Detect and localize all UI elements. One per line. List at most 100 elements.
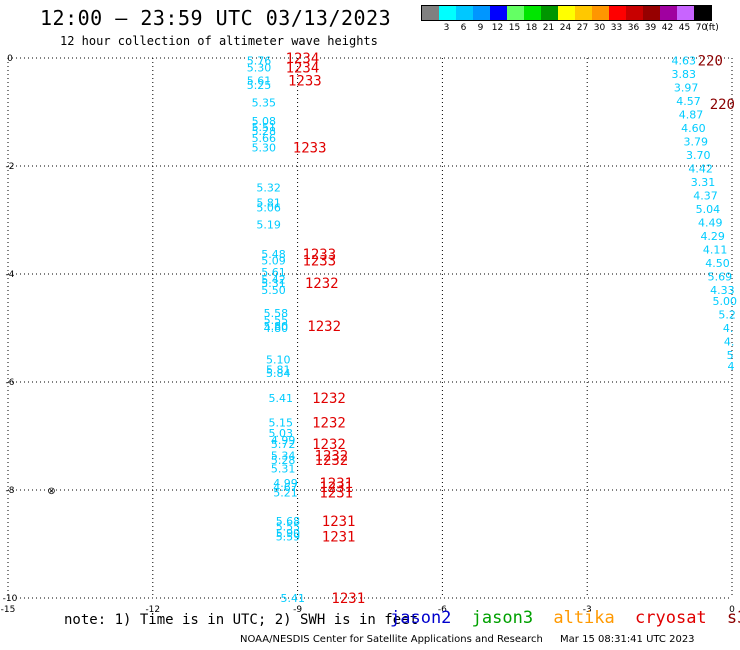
- time-label: 1232: [315, 453, 349, 469]
- legend-label: 24: [559, 23, 572, 33]
- swh-label: 5.55: [264, 314, 289, 327]
- swh-label: 5.04: [696, 203, 721, 216]
- swh-label: 5.28: [252, 125, 277, 138]
- legend-unit-label: (ft): [705, 23, 719, 33]
- swh-label: 5.15: [268, 417, 293, 430]
- time-label: 1231: [319, 476, 353, 492]
- swh-label: 5.90: [276, 527, 301, 540]
- swh-label: 3.70: [686, 149, 711, 162]
- swh-label: 5.55: [276, 521, 301, 534]
- legend-swatch: [660, 6, 677, 20]
- swh-label: 5.09: [261, 255, 286, 268]
- swh-label: 5.41: [268, 392, 293, 405]
- time-label: 1233: [302, 247, 336, 263]
- y-tick-label: -4: [6, 270, 15, 280]
- legend-label: 39: [644, 23, 657, 33]
- legend-swatch: [422, 6, 439, 20]
- swh-label: 5.50: [261, 284, 286, 297]
- legend-label: 3: [443, 23, 450, 33]
- swh-label: 4.: [723, 322, 734, 335]
- swh-label: 5.84: [266, 367, 291, 380]
- swh-label: 5.48: [261, 248, 286, 261]
- mission-cryosat: cryosat: [635, 608, 707, 628]
- time-label: 1232: [312, 391, 346, 407]
- swh-label: 5.30: [252, 142, 277, 155]
- time-label: 1233: [288, 74, 322, 90]
- swh-label: 3.97: [674, 82, 699, 95]
- x-tick-label: -6: [438, 605, 447, 615]
- legend-swatch: [524, 6, 541, 20]
- swh-label: 4.33: [710, 284, 735, 297]
- legend-label: 70: [695, 23, 708, 33]
- time-label: 1231: [331, 591, 365, 607]
- legend-swatch: [558, 6, 575, 20]
- swh-label: 4.: [724, 336, 735, 349]
- time-label: 1234: [286, 61, 320, 77]
- footer: NOAA/NESDIS Center for Satellite Applica…: [240, 634, 695, 645]
- time-label: 220: [710, 97, 735, 113]
- legend-swatch: [456, 6, 473, 20]
- time-label: 220: [698, 54, 723, 70]
- legend-labels: 3 6 9 12 15 18 21 24 27 30 33 36 39 42 45 70 (ft): [421, 23, 719, 35]
- swh-label: 5.61: [247, 75, 272, 88]
- swh-label: 4.11: [703, 244, 728, 257]
- legend-label: 6: [460, 23, 467, 33]
- time-label: 1232: [305, 276, 339, 292]
- swh-label: 4.42: [688, 163, 713, 176]
- swh-label: 5.10: [266, 353, 291, 366]
- legend-label: 30: [593, 23, 606, 33]
- swh-label: 4.80: [264, 322, 289, 335]
- swh-label: 5.76: [247, 55, 272, 68]
- legend-label: 18: [525, 23, 538, 33]
- swh-label: 4.49: [698, 217, 723, 230]
- mission-s3a: s3a: [726, 608, 740, 628]
- legend-swatch: [592, 6, 609, 20]
- mission-jason3: jason3: [471, 608, 534, 628]
- swh-label: 5.19: [256, 218, 281, 231]
- legend-label: 36: [627, 23, 640, 33]
- legend-swatch: [473, 6, 490, 20]
- time-label: 1231: [319, 486, 353, 502]
- mission-legend: jason2 jason3 altika cryosat s3a: [390, 608, 740, 628]
- legend-swatch: [677, 6, 694, 20]
- legend-swatch: [439, 6, 456, 20]
- mission-altika: altika: [553, 608, 615, 628]
- legend-swatch: [609, 6, 626, 20]
- legend-swatches: [421, 5, 712, 21]
- swh-label: 5.35: [252, 96, 277, 109]
- legend-swatch: [575, 6, 592, 20]
- swh-label: 5.21: [273, 487, 298, 500]
- swh-label: 5.81: [266, 364, 291, 377]
- swh-label: 5.31: [261, 277, 286, 290]
- legend-swatch: [541, 6, 558, 20]
- x-tick-label: 0: [729, 605, 735, 615]
- swh-label: 5.61: [261, 266, 286, 279]
- x-tick-label: -3: [583, 605, 592, 615]
- swh-label: 5.42: [261, 273, 286, 286]
- time-label: 1231: [319, 480, 353, 496]
- swh-label: 5.06: [256, 202, 281, 215]
- swh-label: 5.34: [271, 449, 296, 462]
- footer-org: NOAA/NESDIS Center for Satellite Applica…: [240, 634, 543, 645]
- legend-label: 27: [576, 23, 589, 33]
- y-tick-label: -10: [3, 594, 18, 604]
- legend-swatch: [626, 6, 643, 20]
- time-label: 1233: [302, 254, 336, 270]
- swh-label: 4.63: [671, 55, 696, 68]
- time-label: 1231: [322, 529, 356, 545]
- swh-label: 5.80: [264, 320, 289, 333]
- swh-label: 3.31: [691, 176, 716, 189]
- legend-label: 15: [508, 23, 521, 33]
- swh-label: 4: [728, 360, 735, 373]
- swh-label: 5.59: [276, 530, 301, 543]
- legend-label: 12: [491, 23, 504, 33]
- swh-label: 5.51: [252, 121, 277, 134]
- swh-label: 5.30: [247, 62, 272, 75]
- swh-label: 5.25: [247, 79, 272, 92]
- swh-label: 5.41: [281, 592, 306, 605]
- x-tick-label: -9: [293, 605, 302, 615]
- swh-label: 4.29: [700, 230, 725, 243]
- time-label: 1233: [293, 141, 327, 157]
- swh-label: 4.50: [705, 257, 730, 270]
- swh-label: 4.37: [693, 190, 718, 203]
